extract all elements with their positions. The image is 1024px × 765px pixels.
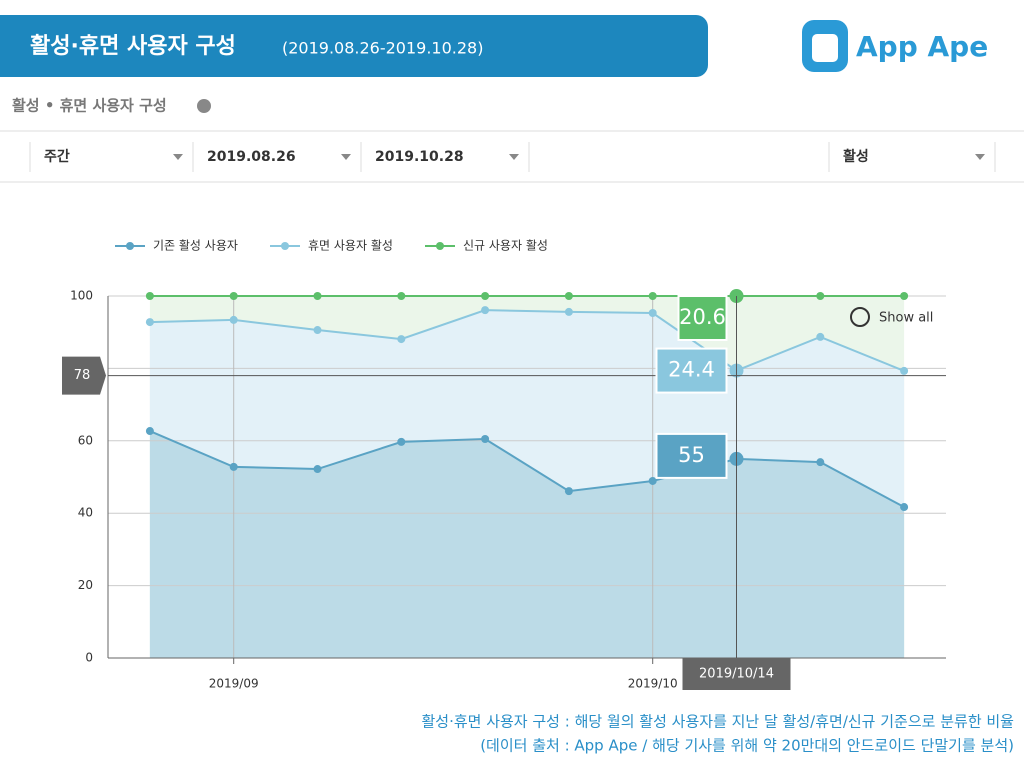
hover-date: 2019/10/14 [699, 667, 774, 682]
legend-label: 휴면 사용자 활성 [308, 239, 393, 253]
point [397, 292, 406, 300]
dropdown-arrow [975, 154, 985, 160]
point [900, 366, 909, 375]
point [229, 292, 238, 300]
header-bar [0, 15, 708, 77]
header-title: 활성·휴면 사용자 구성 [30, 34, 236, 59]
y-tick-label: 20 [78, 578, 93, 592]
footer-note: (데이터 출처 : App Ape / 해당 기사를 위해 약 20만대의 안드… [480, 737, 1014, 755]
point [481, 306, 490, 315]
point [648, 292, 657, 300]
x-tick-label: 2019/10 [628, 677, 678, 691]
hover-date-box [682, 658, 791, 690]
point [816, 292, 825, 300]
crosshair-label: 78 [74, 368, 91, 383]
point [481, 434, 490, 443]
point [816, 332, 825, 341]
filter-dropdown[interactable]: 활성 [843, 148, 869, 165]
y-tick-label: 100 [70, 289, 93, 303]
legend-swatch [126, 242, 134, 250]
zoom-icon[interactable] [850, 307, 870, 327]
y-tick-label: 60 [78, 433, 93, 447]
point [648, 476, 657, 485]
tooltip-box [677, 295, 728, 341]
point [481, 292, 490, 300]
section-title: 활성 • 휴면 사용자 구성 [12, 97, 167, 115]
dropdown-arrow [509, 154, 519, 160]
point [229, 315, 238, 324]
point [397, 437, 406, 446]
header-subtitle: (2019.08.26-2019.10.28) [282, 39, 483, 58]
point [648, 309, 657, 318]
point [313, 465, 322, 474]
filter-dropdown[interactable]: 2019.10.28 [375, 149, 464, 165]
legend-label: 신규 사용자 활성 [463, 239, 548, 253]
logo-text: App Ape [856, 30, 988, 63]
filter-dropdown[interactable]: 2019.08.26 [207, 149, 296, 165]
point [564, 487, 573, 496]
point [900, 292, 909, 300]
point [313, 292, 322, 300]
tooltip-value: 24.4 [668, 358, 715, 382]
point [564, 307, 573, 316]
dropdown-arrow [173, 154, 183, 160]
legend-label: 기존 활성 사용자 [153, 239, 238, 253]
y-tick-label: 0 [85, 651, 93, 665]
line [149, 430, 905, 508]
show-all-button[interactable]: Show all [879, 311, 933, 326]
point [145, 318, 154, 327]
line [149, 309, 905, 372]
point [397, 335, 406, 344]
y-tick-label: 40 [78, 506, 93, 520]
point [816, 458, 825, 467]
help-icon[interactable] [197, 99, 211, 113]
legend-swatch [281, 242, 289, 250]
point [313, 326, 322, 335]
x-tick-label: 2019/09 [209, 677, 259, 691]
tooltip-box [655, 347, 728, 394]
tooltip-value: 55 [678, 443, 705, 467]
point [229, 462, 238, 471]
tooltip-value: 20.6 [679, 305, 726, 329]
point [145, 292, 154, 300]
filter-dropdown[interactable]: 주간 [44, 148, 70, 165]
tooltip-box [655, 432, 728, 479]
point [900, 503, 909, 512]
area [149, 431, 905, 658]
point [564, 292, 573, 300]
logo-face [812, 34, 838, 62]
dropdown-arrow [341, 154, 351, 160]
crosshair-label-box [62, 356, 106, 395]
point [145, 427, 154, 436]
footer-note: 활성·휴면 사용자 구성 : 해당 월의 활성 사용자를 지난 달 활성/휴면/… [421, 713, 1014, 731]
legend-swatch [436, 242, 444, 250]
